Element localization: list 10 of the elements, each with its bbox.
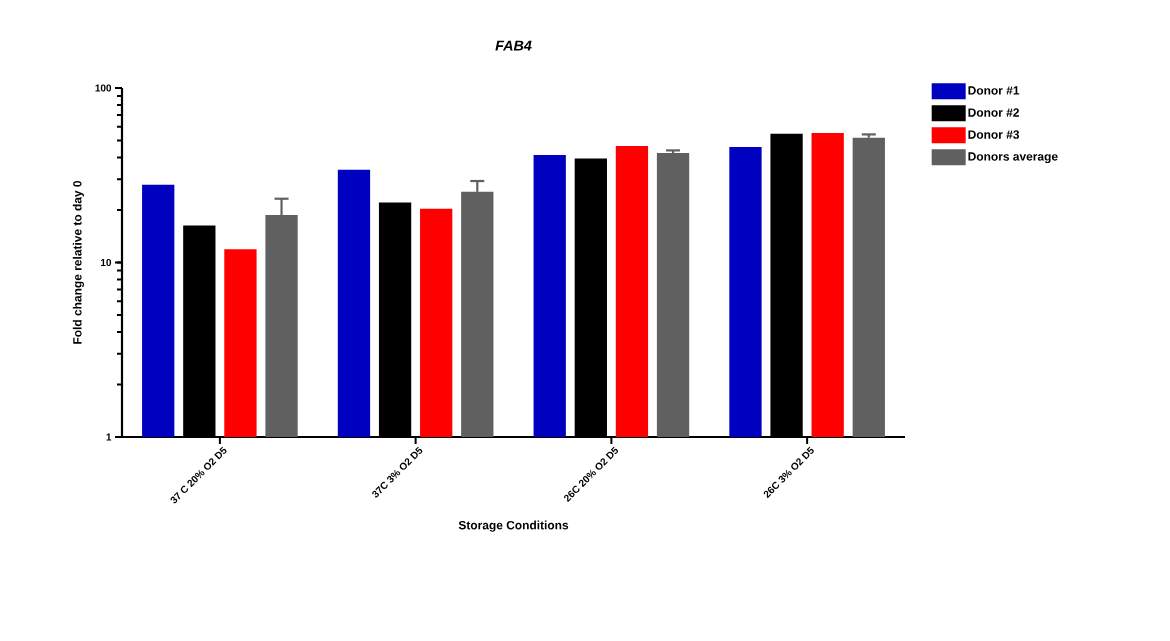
legend-label: Donor #2: [968, 108, 1019, 117]
x-axis-title: Storage Conditions: [458, 520, 569, 532]
chart-title: FAB4: [495, 40, 532, 51]
y-axis-title: Fold change relative to day 0: [72, 180, 85, 344]
legend-label: Donor #3: [968, 130, 1020, 139]
legend-label: Donor #1: [968, 86, 1020, 95]
legend-label: Donors average: [968, 152, 1058, 164]
y-tick-label: 1: [106, 433, 112, 441]
y-tick-label: 100: [95, 84, 112, 92]
y-tick-label: 10: [101, 258, 112, 267]
